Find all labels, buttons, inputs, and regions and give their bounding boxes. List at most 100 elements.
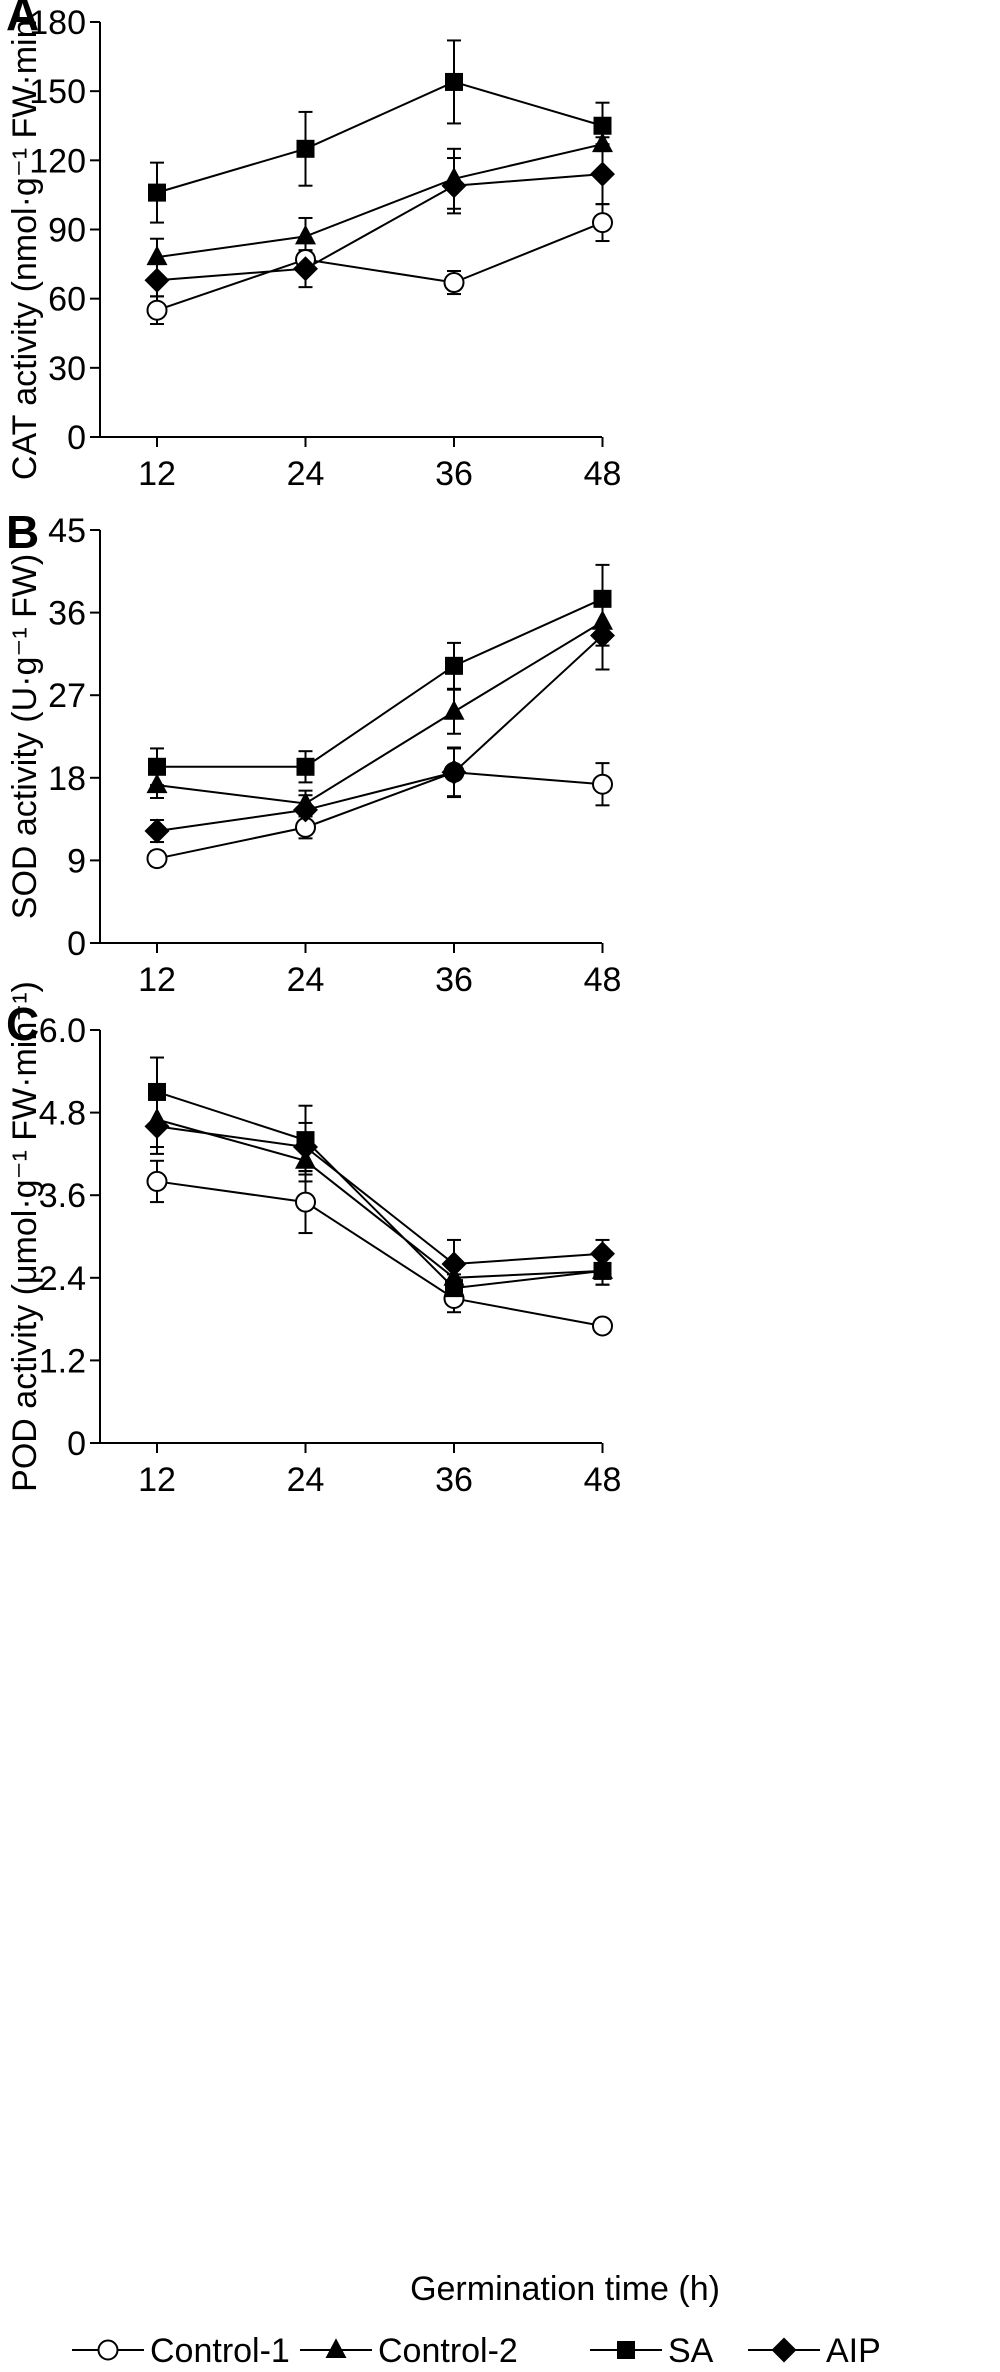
- data-point-sa: [148, 183, 166, 202]
- data-point-control-2: [146, 245, 168, 266]
- legend-item-sa: SA: [590, 2332, 714, 2370]
- y-tick-label: 1.2: [39, 1342, 86, 1380]
- panel-c: C 0 1.2 2.4 3.6 4.8 6.0 12 24 36 48 POD activity (μ…: [6, 981, 621, 1499]
- data-point-sa: [593, 116, 612, 135]
- data-point-control-2: [295, 224, 316, 245]
- series-sa-errors: [150, 1056, 610, 1303]
- data-point-aip: [590, 1241, 615, 1267]
- data-point-control-1: [295, 1191, 316, 1213]
- y-tick-label: 90: [48, 212, 86, 250]
- data-point-control-1: [146, 299, 168, 321]
- legend-item-control-1: Control-1: [72, 2332, 290, 2370]
- legend-marker: [97, 2339, 119, 2361]
- series-line-control-1: [156, 771, 603, 860]
- data-point-aip: [293, 256, 318, 282]
- data-point-control-1: [443, 272, 465, 294]
- y-tick-label: 6.0: [39, 1012, 86, 1050]
- y-tick-label: 180: [29, 4, 86, 42]
- series-control-1-errors: [150, 1159, 610, 1333]
- x-tick-label: 48: [584, 455, 622, 493]
- legend-label: Control-2: [378, 2332, 518, 2370]
- x-tick-label: 12: [138, 455, 176, 493]
- data-point-control-1: [592, 773, 613, 795]
- data-point-control-1: [146, 848, 168, 870]
- data-point-control-2: [146, 773, 168, 794]
- y-tick-label: 0: [67, 419, 86, 457]
- series-control-1-errors: [150, 203, 610, 326]
- y-tick-label: 45: [48, 512, 86, 550]
- x-tick-label: 12: [138, 961, 176, 999]
- series-line-aip: [156, 634, 604, 833]
- y-tick-label: 60: [48, 281, 86, 319]
- data-point-aip: [144, 818, 170, 844]
- data-point-aip: [590, 623, 615, 649]
- series-line-sa: [156, 1090, 603, 1290]
- y-tick-label: 9: [67, 842, 86, 880]
- x-tick-label: 12: [138, 1461, 176, 1499]
- data-point-sa: [148, 757, 166, 776]
- y-axis-label: CAT activity (nmol·g⁻¹ FW·min⁻¹): [6, 0, 44, 480]
- series-aip-errors: [150, 1097, 610, 1290]
- data-point-control-2: [592, 609, 613, 630]
- legend-label: SA: [668, 2332, 714, 2370]
- data-point-sa: [593, 589, 612, 608]
- x-tick-label: 24: [287, 455, 325, 493]
- legend-item-aip: AIP: [748, 2332, 881, 2370]
- x-tick-label: 48: [584, 961, 622, 999]
- panel-letter: C: [6, 998, 39, 1050]
- y-tick-label: 120: [29, 142, 86, 180]
- series-line-control-2: [156, 620, 604, 805]
- data-point-aip: [144, 1113, 170, 1139]
- panel-a: A 0 30 60 90 120 150 180 12 24 36 48 CAT activity (n…: [6, 0, 621, 493]
- data-point-control-1: [592, 1315, 613, 1337]
- y-tick-label: 30: [48, 350, 86, 388]
- y-tick-label: 150: [29, 73, 86, 111]
- data-point-aip: [441, 759, 467, 785]
- panel-b: B 0 9 18 27 36 45 12 24 36 48 SOD activity (U·g⁻¹ F…: [6, 506, 621, 999]
- panel-letter: A: [6, 0, 39, 40]
- data-point-sa: [445, 1279, 463, 1298]
- series-line-control-2: [156, 143, 603, 259]
- legend-item-control-2: Control-2: [300, 2332, 518, 2370]
- data-point-aip: [293, 797, 318, 823]
- y-tick-label: 3.6: [39, 1177, 86, 1215]
- legend: Control-1 Control-2 SA AIP: [72, 2332, 881, 2370]
- data-point-sa: [296, 757, 315, 776]
- series-control-2-errors: [150, 1090, 610, 1297]
- y-tick-label: 27: [48, 677, 86, 715]
- series-line-aip: [156, 1125, 603, 1266]
- x-tick-label: 24: [287, 1461, 325, 1499]
- data-point-control-1: [146, 1170, 168, 1192]
- panel-letter: B: [6, 506, 39, 558]
- data-point-sa: [148, 1082, 166, 1101]
- legend-marker: [617, 2341, 635, 2359]
- series-aip-errors: [150, 143, 610, 298]
- y-tick-label: 18: [48, 760, 86, 798]
- data-point-control-2: [592, 132, 613, 153]
- data-point-sa: [593, 1261, 612, 1280]
- data-point-aip: [293, 1134, 318, 1160]
- x-tick-label: 36: [435, 1461, 473, 1499]
- x-tick-label: 24: [287, 961, 325, 999]
- y-axis-label: POD activity (μmol·g⁻¹ FW·min⁻¹): [6, 981, 44, 1492]
- data-point-sa: [445, 656, 463, 675]
- y-tick-label: 0: [67, 1425, 86, 1463]
- data-point-aip: [441, 173, 467, 199]
- data-point-aip: [441, 1251, 467, 1277]
- series-line-sa: [157, 597, 603, 768]
- y-axis-label: SOD activity (U·g⁻¹ FW): [6, 554, 44, 919]
- series-line-control-1: [156, 221, 603, 312]
- data-point-control-2: [443, 699, 465, 720]
- series-sa-errors: [150, 563, 610, 787]
- series-aip-errors: [150, 600, 610, 844]
- y-tick-label: 2.4: [39, 1260, 86, 1298]
- y-tick-label: 0: [67, 925, 86, 963]
- y-tick-label: 4.8: [39, 1095, 86, 1133]
- legend-label: Control-1: [150, 2332, 290, 2370]
- data-point-control-1: [592, 212, 613, 234]
- series-control-2-errors: [150, 596, 610, 818]
- series-line-control-1: [156, 1180, 603, 1327]
- data-point-sa: [445, 72, 463, 91]
